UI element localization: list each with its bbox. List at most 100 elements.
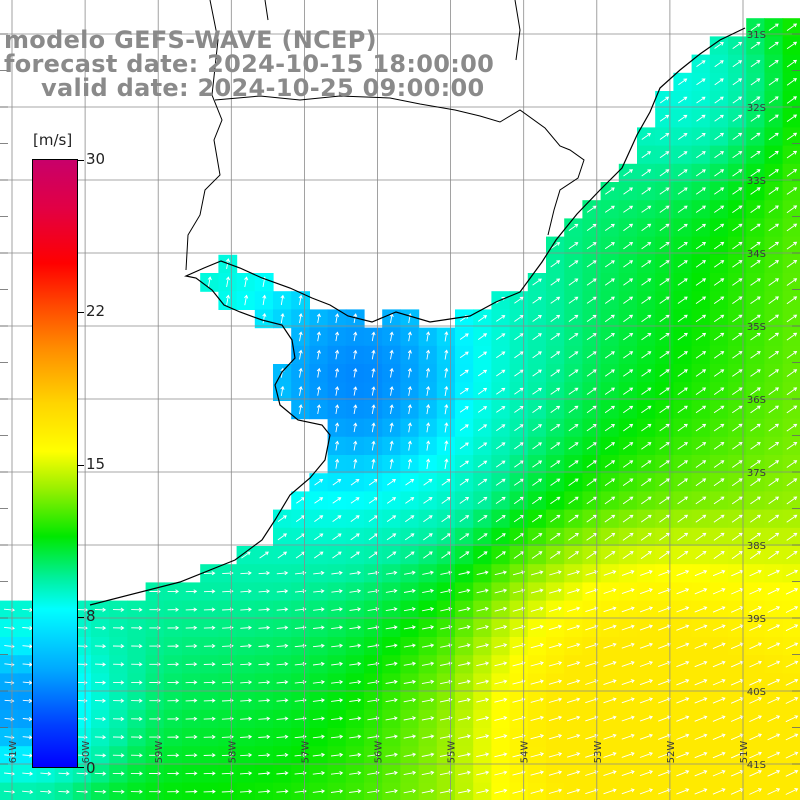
wind-arrow	[312, 789, 326, 794]
colorbar-tick-22: 22	[86, 302, 106, 320]
wind-arrow	[298, 367, 303, 378]
wind-arrow	[568, 333, 579, 341]
wind-arrow	[240, 698, 253, 703]
wind-arrow	[639, 588, 653, 595]
wind-arrow	[623, 187, 633, 195]
wind-arrow	[714, 205, 725, 213]
wind-arrow	[550, 314, 561, 322]
lat-label: 33S	[747, 176, 766, 187]
wind-arrow	[371, 367, 376, 378]
wind-arrow	[477, 442, 488, 450]
wind-arrow	[621, 588, 635, 595]
wind-arrow	[335, 458, 340, 469]
wind-arrow	[786, 460, 798, 468]
wind-arrow	[353, 386, 358, 396]
wind-arrow	[349, 679, 362, 685]
wind-arrow	[389, 440, 394, 451]
wind-arrow	[639, 751, 653, 758]
wind-arrow	[167, 698, 180, 703]
wind-arrow	[750, 187, 761, 195]
wind-arrow	[550, 260, 561, 268]
wind-arrow	[353, 404, 358, 414]
wind-arrow	[423, 551, 433, 559]
wind-arrow	[203, 589, 216, 594]
wind-arrow	[639, 715, 653, 722]
wind-arrow	[712, 733, 726, 741]
wind-arrow	[732, 405, 743, 414]
wind-arrow	[694, 624, 708, 631]
wind-arrow	[258, 753, 271, 758]
wind-arrow	[530, 624, 544, 631]
wind-arrow	[695, 460, 707, 468]
wind-arrow	[604, 460, 616, 468]
wind-arrow	[750, 114, 761, 122]
wind-arrow	[731, 496, 743, 505]
wind-arrow	[350, 533, 360, 541]
wind-arrow	[112, 789, 125, 794]
wind-arrow	[713, 442, 725, 450]
wind-arrow	[768, 442, 780, 450]
wind-arrow	[494, 679, 508, 685]
wind-arrow	[3, 789, 16, 795]
wind-arrow	[750, 60, 761, 68]
wind-arrow	[568, 314, 579, 322]
wind-arrow	[425, 349, 431, 360]
wind-arrow	[22, 789, 34, 795]
wind-arrow	[713, 460, 725, 468]
wind-arrow	[40, 789, 52, 794]
wind-arrow	[531, 533, 543, 541]
wind-arrow	[713, 532, 725, 541]
wind-arrow	[604, 387, 615, 395]
wind-arrow	[659, 496, 670, 505]
wind-arrow	[458, 606, 471, 612]
wind-arrow	[476, 715, 490, 721]
wind-arrow	[207, 276, 212, 288]
wind-arrow	[639, 679, 653, 686]
wind-arrow	[94, 662, 107, 667]
wind-arrow	[334, 404, 340, 414]
wind-arrow	[532, 460, 543, 468]
wind-arrow	[334, 386, 340, 396]
wind-arrow	[131, 607, 143, 612]
wind-arrow	[659, 478, 670, 487]
wind-arrow	[512, 624, 526, 630]
wind-arrow	[732, 132, 743, 140]
wind-arrow	[494, 752, 508, 758]
wind-arrow	[244, 294, 249, 306]
wind-arrow	[349, 643, 362, 648]
wind-arrow	[314, 497, 324, 504]
wind-arrow	[786, 496, 798, 505]
wind-arrow	[603, 697, 617, 704]
wind-arrow	[459, 424, 469, 431]
wind-arrow	[749, 733, 762, 741]
wind-arrow	[330, 752, 344, 757]
wind-arrow	[585, 570, 599, 576]
wind-arrow	[567, 624, 581, 631]
wind-arrow	[458, 588, 471, 594]
wind-arrow	[426, 458, 431, 469]
wind-arrow	[604, 496, 616, 505]
wind-arrow	[530, 679, 544, 685]
wind-arrow	[568, 460, 579, 468]
wind-arrow	[280, 294, 285, 306]
wind-arrow	[514, 296, 524, 304]
wind-arrow	[786, 260, 798, 268]
wind-arrow	[750, 314, 761, 323]
wind-arrow	[258, 607, 271, 612]
wind-arrow	[712, 751, 726, 759]
wind-arrow	[768, 114, 779, 122]
wind-arrow	[641, 133, 652, 140]
wind-arrow	[548, 733, 563, 740]
wind-arrow	[712, 642, 726, 650]
grid-labels: 31S 32S 33S 34S 35S 36S 37S 38S 39S 40S 41S 61W 60W 5…	[8, 30, 766, 771]
wind-arrow	[367, 625, 380, 630]
wind-arrow	[512, 570, 526, 576]
wind-arrow	[659, 314, 670, 323]
wind-arrow	[786, 296, 798, 305]
wind-arrow	[334, 349, 340, 360]
wind-arrow	[586, 369, 597, 377]
wind-arrow	[403, 752, 417, 757]
wind-arrow	[677, 260, 688, 268]
wind-arrow	[422, 570, 434, 575]
wind-arrow	[331, 661, 344, 666]
